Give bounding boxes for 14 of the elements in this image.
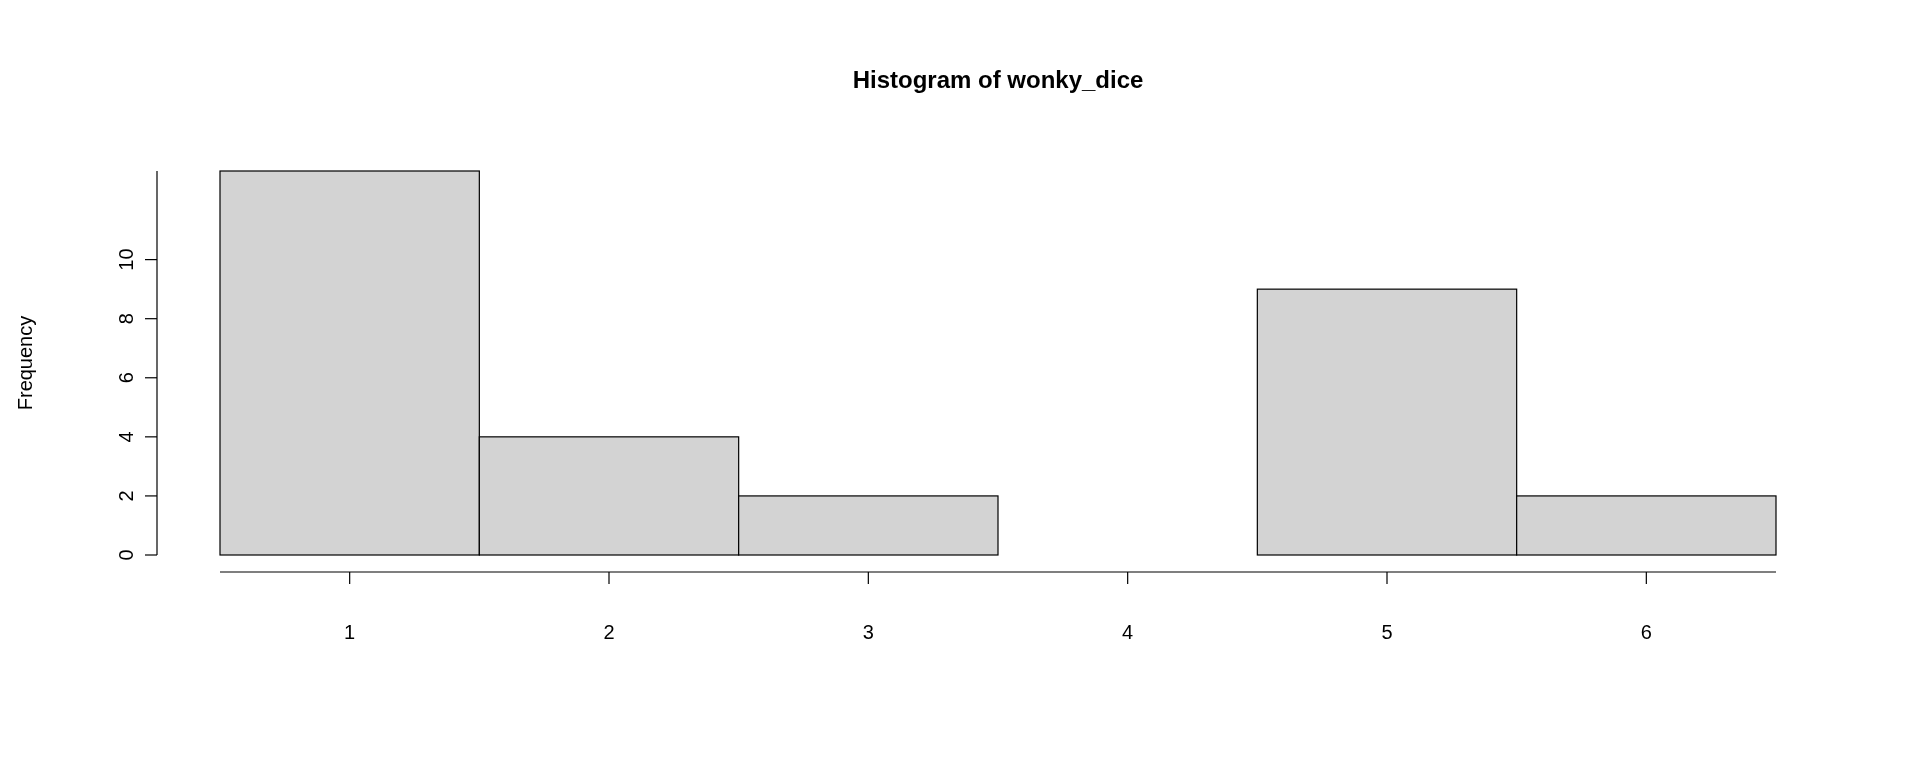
y-tick-label: 10: [115, 248, 137, 271]
x-tick-label: 5: [1381, 621, 1393, 643]
y-axis-title: Frequency: [14, 315, 36, 411]
x-tick-label: 3: [862, 621, 874, 643]
x-tick-label: 1: [344, 621, 356, 643]
chart-title: Histogram of wonky_dice: [852, 66, 1144, 93]
x-tick-label: 6: [1640, 621, 1652, 643]
x-tick-label: 4: [1122, 621, 1134, 643]
y-tick-label: 4: [115, 431, 137, 443]
y-tick-label: 8: [115, 313, 137, 325]
y-tick-label: 0: [115, 549, 137, 561]
y-tick-label: 6: [115, 372, 137, 384]
y-tick-label: 2: [115, 490, 137, 502]
x-tick-label: 2: [603, 621, 615, 643]
